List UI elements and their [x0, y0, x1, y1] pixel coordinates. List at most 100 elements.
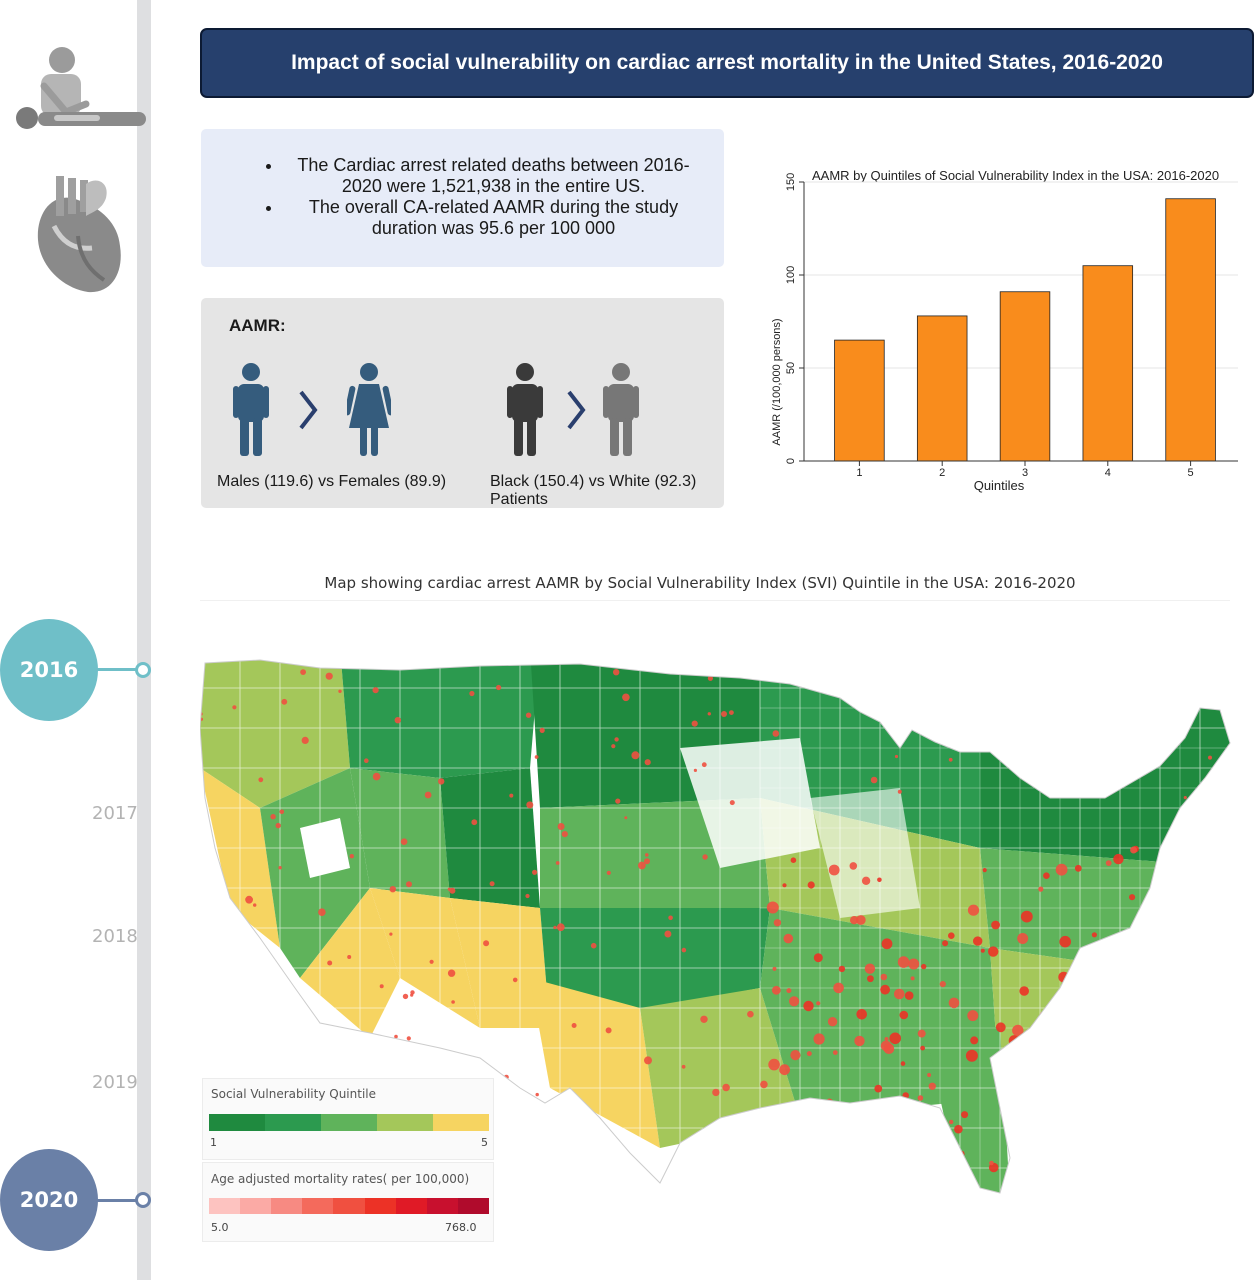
aamr-dot	[1111, 1004, 1122, 1015]
aamr-dot	[1151, 1063, 1159, 1070]
year-2020-connector	[97, 1199, 137, 1202]
aamr-dot	[389, 932, 393, 936]
aamr-dot	[489, 881, 495, 887]
aamr-dot	[1118, 691, 1125, 698]
aamr-dot	[880, 973, 888, 981]
aamr-dot	[1012, 1024, 1024, 1037]
aamr-dot	[1047, 1079, 1058, 1090]
aamr-dot	[1061, 1063, 1069, 1071]
aamr-dot	[1076, 729, 1082, 734]
heart-icon	[37, 176, 121, 293]
aamr-dot	[889, 1032, 901, 1045]
aamr-dot	[805, 648, 810, 652]
aamr-dot	[897, 789, 902, 794]
aamr-dot	[948, 757, 953, 762]
aamr-dot	[1038, 775, 1045, 782]
aamr-dot	[1052, 1173, 1062, 1183]
aamr-dot	[1218, 984, 1230, 995]
aamr-dot	[424, 791, 432, 799]
aamr-dot	[894, 988, 905, 1000]
aamr-dot	[989, 1160, 994, 1166]
aamr-color-scale	[209, 1198, 489, 1214]
aamr-dot	[555, 861, 560, 865]
aamr-dot	[571, 1023, 577, 1028]
aamr-dot	[1184, 904, 1189, 909]
map-title: Map showing cardiac arrest AAMR by Socia…	[324, 574, 1076, 592]
aamr-dot	[870, 776, 878, 784]
aamr-dot	[948, 997, 960, 1009]
aamr-dot	[948, 932, 955, 939]
aamr-dot	[786, 988, 792, 994]
aamr-dot	[1087, 1085, 1098, 1096]
aamr-dot	[922, 1172, 933, 1184]
aamr-dot	[724, 1179, 732, 1187]
aamr-dot	[936, 1138, 946, 1149]
aamr-dot	[917, 1029, 926, 1038]
aamr-dot	[615, 798, 621, 804]
aamr-legend-max: 768.0	[445, 1221, 477, 1234]
chart-x-tick-label: 3	[1022, 467, 1028, 479]
male-icon	[233, 363, 269, 456]
aamr-dot	[838, 965, 846, 973]
chart-y-axis-label: AAMR (/100,000 persons)	[771, 318, 783, 445]
greater-than-icon	[567, 390, 586, 430]
aamr-dot	[525, 893, 530, 899]
aamr-dot	[1063, 794, 1068, 798]
aamr-dot	[398, 649, 404, 655]
aamr-dot	[1129, 894, 1136, 901]
aamr-dot	[410, 990, 415, 995]
aamr-dot	[212, 947, 218, 954]
aamr-dot	[747, 1010, 754, 1018]
aamr-dot	[910, 1130, 917, 1136]
aamr-dot	[973, 936, 983, 946]
aamr-dot	[854, 1035, 865, 1047]
aamr-dot	[200, 977, 206, 985]
aamr-dot	[840, 1103, 852, 1115]
aamr-dot	[997, 1056, 1005, 1065]
aamr-dot	[1200, 1123, 1208, 1132]
aamr-dot	[910, 1132, 918, 1139]
aamr-dot	[1161, 951, 1171, 961]
year-2020-badge: 2020	[0, 1149, 98, 1251]
aamr-dot	[232, 1004, 239, 1010]
aamr-dot	[1133, 675, 1139, 680]
aamr-dot	[942, 940, 949, 947]
aamr-dot	[258, 777, 264, 783]
aamr-dot	[402, 993, 409, 1000]
aamr-dot	[614, 737, 619, 742]
aamr-dot	[869, 1172, 876, 1179]
aamr-dot	[1091, 932, 1097, 938]
aamr-dot	[1077, 1043, 1084, 1050]
aamr-dot	[1043, 872, 1050, 879]
year-2016-badge: 2016	[0, 619, 98, 721]
svi-color-scale	[209, 1114, 489, 1131]
aamr-dot	[932, 1171, 944, 1184]
aamr-dot	[1023, 737, 1031, 744]
aamr-swatch-9	[457, 1198, 489, 1214]
aamr-dot	[469, 690, 475, 697]
aamr-dot	[532, 869, 538, 875]
aamr-dot	[644, 759, 651, 766]
aamr-dot	[919, 1112, 925, 1117]
aamr-swatch-2	[240, 1198, 272, 1214]
aamr-swatch-3	[271, 1198, 303, 1214]
aamr-dot	[509, 793, 514, 798]
aamr-dot	[904, 991, 914, 1000]
aamr-dot	[760, 1080, 768, 1089]
aamr-dot	[449, 887, 456, 894]
aamr-dot	[848, 1115, 858, 1125]
chart-title: AAMR by Quintiles of Social Vulnerabilit…	[812, 168, 1219, 183]
aamr-dot	[906, 1165, 918, 1177]
aamr-dot	[1147, 1029, 1156, 1038]
aamr-dot	[681, 947, 687, 953]
chart-x-tick-label: 4	[1105, 467, 1111, 479]
year-2016-connector	[97, 668, 137, 671]
aamr-dot	[347, 955, 352, 959]
aamr-dot	[1187, 1124, 1196, 1133]
aamr-dot	[826, 1117, 831, 1123]
aamr-dot	[1112, 731, 1120, 738]
chart-x-tick-label: 1	[856, 467, 862, 479]
aamr-dot	[624, 816, 628, 820]
aamr-dot	[230, 973, 236, 979]
svi-swatch-3	[321, 1114, 377, 1131]
